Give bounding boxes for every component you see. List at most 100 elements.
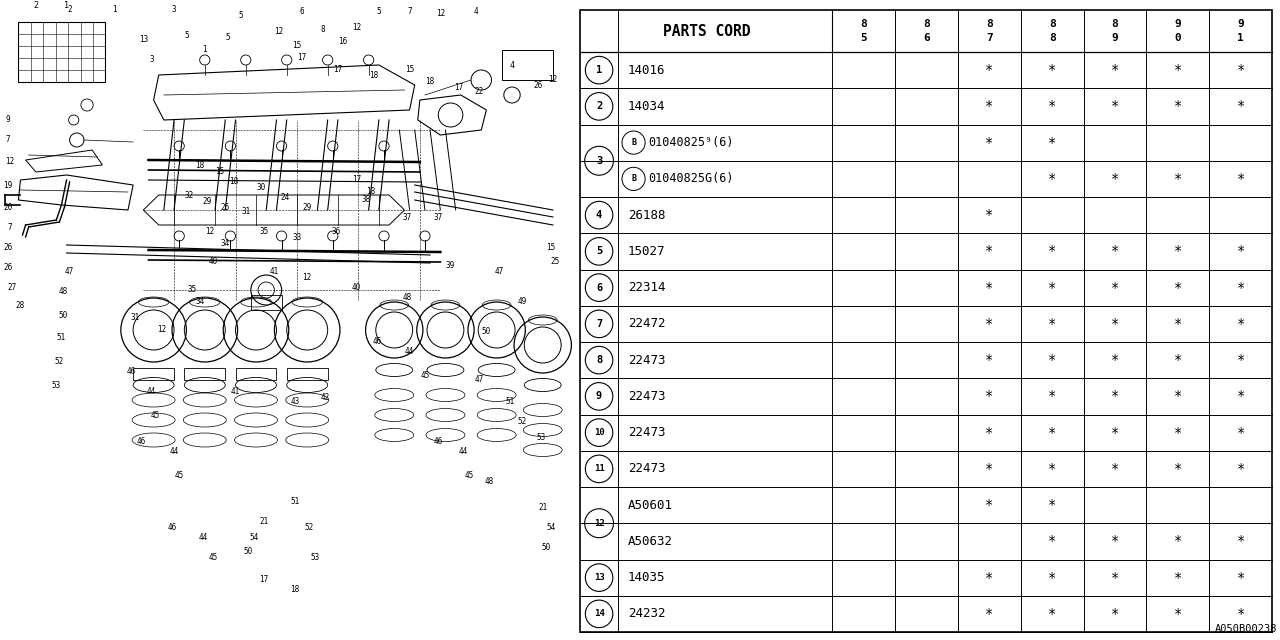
Text: 46: 46 bbox=[168, 524, 177, 532]
Text: *: * bbox=[1111, 99, 1119, 113]
Text: 18: 18 bbox=[195, 161, 205, 170]
Text: 14: 14 bbox=[594, 609, 604, 618]
Text: 1: 1 bbox=[1238, 33, 1244, 43]
Text: *: * bbox=[986, 317, 993, 331]
Text: 5: 5 bbox=[225, 33, 229, 42]
Text: 12: 12 bbox=[548, 76, 558, 84]
Text: *: * bbox=[986, 244, 993, 259]
Text: 44: 44 bbox=[458, 447, 467, 456]
Text: *: * bbox=[1111, 426, 1119, 440]
Text: *: * bbox=[986, 353, 993, 367]
Text: 29: 29 bbox=[302, 204, 312, 212]
Text: *: * bbox=[986, 280, 993, 294]
Text: 14034: 14034 bbox=[628, 100, 666, 113]
Text: 12: 12 bbox=[5, 157, 15, 166]
Text: *: * bbox=[986, 208, 993, 222]
Bar bbox=[287, 368, 328, 380]
Text: *: * bbox=[1236, 426, 1245, 440]
Text: 15: 15 bbox=[404, 65, 415, 74]
Text: 15027: 15027 bbox=[628, 245, 666, 258]
Text: *: * bbox=[986, 571, 993, 584]
Text: 21: 21 bbox=[260, 518, 269, 527]
Text: 1: 1 bbox=[202, 45, 207, 54]
Text: 12: 12 bbox=[435, 10, 445, 19]
Text: 45: 45 bbox=[151, 410, 160, 419]
Text: 40: 40 bbox=[209, 257, 218, 266]
Text: 17: 17 bbox=[297, 54, 307, 63]
Text: 50: 50 bbox=[481, 328, 492, 337]
Text: 01040825G(6): 01040825G(6) bbox=[648, 172, 733, 186]
Text: 46: 46 bbox=[137, 438, 146, 447]
Text: 48: 48 bbox=[403, 294, 412, 303]
Text: 44: 44 bbox=[147, 387, 156, 397]
Text: *: * bbox=[986, 462, 993, 476]
Text: 9: 9 bbox=[1175, 19, 1181, 29]
Text: 53: 53 bbox=[311, 554, 320, 563]
Text: *: * bbox=[1236, 534, 1245, 548]
Text: 22473: 22473 bbox=[628, 462, 666, 476]
Text: A50632: A50632 bbox=[628, 535, 673, 548]
Text: *: * bbox=[1236, 353, 1245, 367]
Text: *: * bbox=[1048, 280, 1056, 294]
Text: *: * bbox=[1048, 534, 1056, 548]
Text: *: * bbox=[1174, 317, 1181, 331]
Text: *: * bbox=[1236, 99, 1245, 113]
Text: 51: 51 bbox=[56, 333, 67, 342]
Text: 27: 27 bbox=[8, 284, 17, 292]
Text: 18: 18 bbox=[229, 177, 238, 186]
Text: 31: 31 bbox=[241, 207, 251, 216]
Text: 18: 18 bbox=[369, 70, 379, 79]
Text: 22473: 22473 bbox=[628, 354, 666, 367]
Text: 17: 17 bbox=[333, 65, 343, 74]
Text: *: * bbox=[986, 426, 993, 440]
Text: *: * bbox=[1236, 317, 1245, 331]
Text: *: * bbox=[1048, 99, 1056, 113]
Bar bbox=[502, 50, 553, 80]
Text: *: * bbox=[1174, 462, 1181, 476]
Text: 7: 7 bbox=[8, 223, 13, 232]
Bar bbox=[133, 368, 174, 380]
Text: 12: 12 bbox=[205, 227, 215, 237]
Text: 24: 24 bbox=[280, 193, 289, 202]
Text: PARTS CORD: PARTS CORD bbox=[663, 24, 750, 38]
Text: 30: 30 bbox=[256, 184, 266, 193]
Text: 2: 2 bbox=[596, 101, 602, 111]
Text: 5: 5 bbox=[596, 246, 602, 257]
Text: 4: 4 bbox=[509, 61, 515, 70]
Bar bbox=[236, 368, 276, 380]
Text: B: B bbox=[631, 174, 636, 184]
Text: *: * bbox=[1111, 462, 1119, 476]
Text: 14016: 14016 bbox=[628, 63, 666, 77]
Text: *: * bbox=[1111, 571, 1119, 584]
Text: 46: 46 bbox=[127, 367, 136, 376]
Text: 22: 22 bbox=[475, 88, 484, 97]
Text: 9: 9 bbox=[1111, 33, 1119, 43]
Text: 47: 47 bbox=[65, 268, 74, 276]
Text: *: * bbox=[1048, 136, 1056, 150]
Text: A050B00238: A050B00238 bbox=[1215, 624, 1277, 634]
Text: *: * bbox=[986, 63, 993, 77]
Text: 16: 16 bbox=[338, 38, 348, 47]
Text: *: * bbox=[1174, 63, 1181, 77]
Text: *: * bbox=[1236, 607, 1245, 621]
Text: 53: 53 bbox=[536, 433, 545, 442]
Text: 6: 6 bbox=[923, 33, 931, 43]
Text: 47: 47 bbox=[495, 268, 504, 276]
Text: 01040825⁹(6): 01040825⁹(6) bbox=[648, 136, 733, 149]
Text: 3: 3 bbox=[596, 156, 602, 166]
Text: 50: 50 bbox=[243, 547, 252, 557]
Text: 12: 12 bbox=[352, 24, 361, 33]
Text: *: * bbox=[1236, 280, 1245, 294]
Text: *: * bbox=[1236, 172, 1245, 186]
Text: 12: 12 bbox=[274, 28, 283, 36]
Text: 15: 15 bbox=[547, 243, 556, 253]
Text: 52: 52 bbox=[517, 417, 527, 426]
Text: 44: 44 bbox=[169, 447, 179, 456]
Text: 44: 44 bbox=[198, 534, 207, 543]
Text: *: * bbox=[1174, 172, 1181, 186]
Text: 20: 20 bbox=[4, 204, 13, 212]
Text: *: * bbox=[1174, 280, 1181, 294]
Text: *: * bbox=[1111, 389, 1119, 403]
Text: *: * bbox=[1048, 172, 1056, 186]
Text: 25: 25 bbox=[550, 257, 559, 266]
